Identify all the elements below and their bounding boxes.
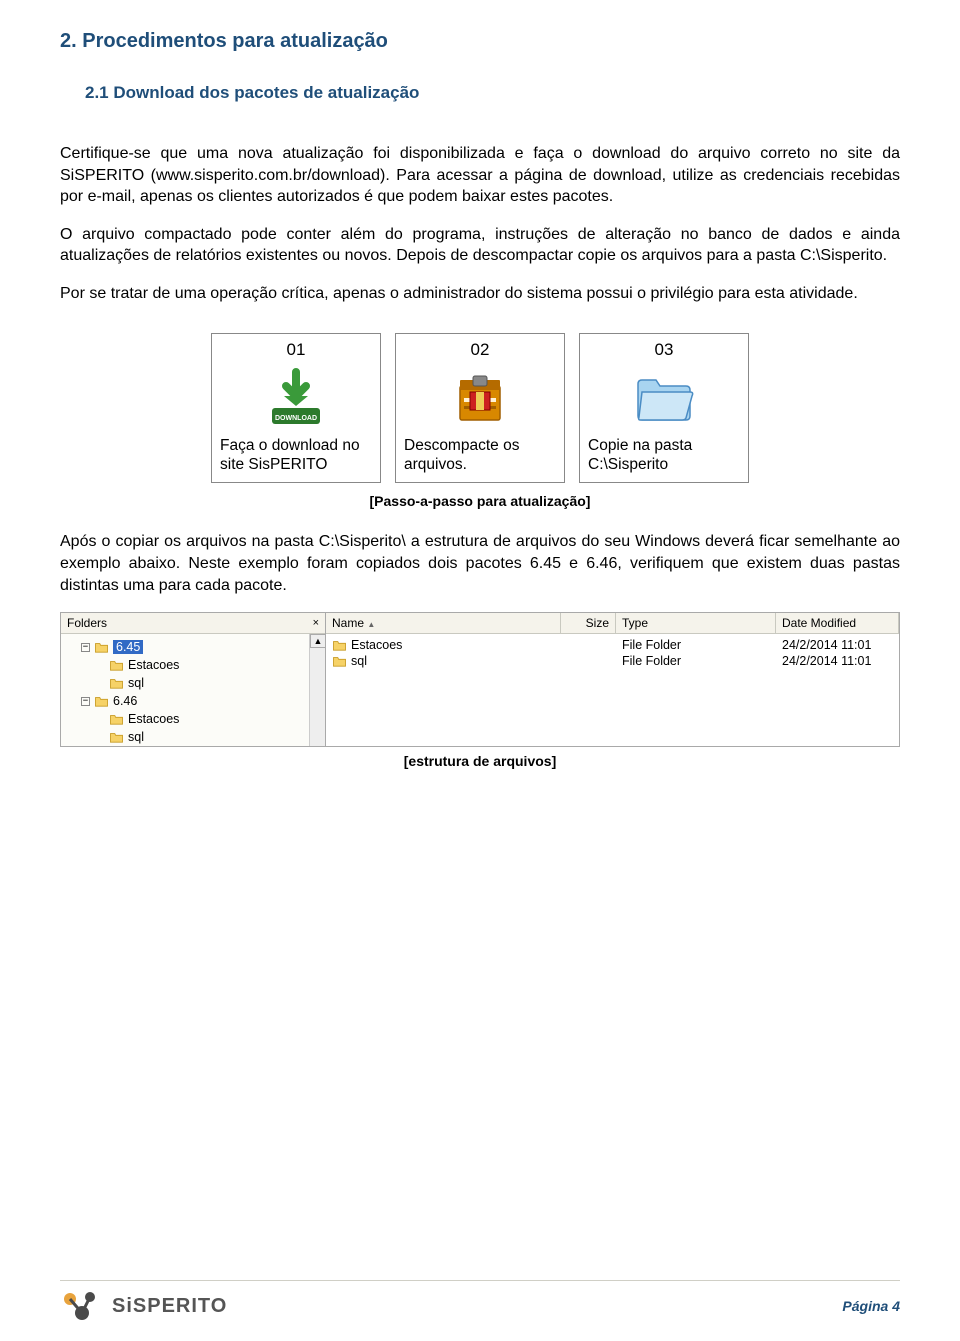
sort-asc-icon: ▲ (367, 620, 375, 629)
file-date: 24/2/2014 11:01 (776, 638, 899, 652)
column-type[interactable]: Type (616, 613, 776, 633)
step-label: Copie na pasta C:\Sisperito (588, 436, 740, 475)
folder-open-icon (94, 641, 109, 653)
file-date: 24/2/2014 11:01 (776, 654, 899, 668)
step-number: 02 (404, 340, 556, 360)
explorer-window: Folders × − 6.45 Estacoes sql − (60, 612, 900, 747)
step-label: Faça o download no site SisPERITO (220, 436, 372, 475)
caption-explorer: [estrutura de arquivos] (60, 753, 900, 769)
step-label: Descompacte os arquivos. (404, 436, 556, 475)
folders-label: Folders (67, 616, 107, 630)
page-number: Página 4 (842, 1298, 900, 1314)
tree-node[interactable]: 6.46 (113, 694, 137, 708)
file-name: Estacoes (351, 638, 402, 652)
logo-icon (60, 1289, 104, 1323)
tree-node-selected[interactable]: 6.45 (113, 640, 143, 654)
explorer-folders-pane: Folders × − 6.45 Estacoes sql − (61, 613, 326, 746)
folder-icon (332, 655, 347, 667)
folder-icon (109, 731, 124, 743)
folder-open-icon (94, 695, 109, 707)
step-number: 03 (588, 340, 740, 360)
collapse-icon[interactable]: − (81, 697, 90, 706)
page-footer: SiSPERITO Página 4 (60, 1280, 900, 1323)
step-card-03: 03 Copie na pasta C:\Sisperito (579, 333, 749, 484)
column-size[interactable]: Size (561, 613, 616, 633)
step-card-01: 01 DOWNLOAD Faça o download no site SisP… (211, 333, 381, 484)
collapse-icon[interactable]: − (81, 643, 90, 652)
tree-node[interactable]: sql (128, 730, 144, 744)
column-date[interactable]: Date Modified (776, 613, 899, 633)
paragraph-1: Certifique-se que uma nova atualização f… (60, 143, 900, 208)
folder-tree[interactable]: − 6.45 Estacoes sql − 6.46 (61, 634, 309, 747)
caption-steps: [Passo-a-passo para atualização] (60, 493, 900, 509)
paragraph-2: O arquivo compactado pode conter além do… (60, 224, 900, 267)
list-columns-header: Name ▲ Size Type Date Modified (326, 613, 899, 634)
scroll-up-icon[interactable]: ▲ (310, 634, 326, 648)
folder-icon (109, 713, 124, 725)
folder-icon (109, 659, 124, 671)
heading-procedures: 2. Procedimentos para atualização (60, 30, 900, 53)
tree-node[interactable]: sql (128, 676, 144, 690)
folder-icon (332, 639, 347, 651)
brand-logo: SiSPERITO (60, 1289, 227, 1323)
paragraph-4: Após o copiar os arquivos na pasta C:\Si… (60, 531, 900, 596)
file-size (561, 654, 616, 668)
file-size (561, 638, 616, 652)
step-card-02: 02 Descompacte os arquivos. (395, 333, 565, 484)
file-type: File Folder (616, 638, 776, 652)
file-name: sql (351, 654, 367, 668)
column-name[interactable]: Name ▲ (326, 613, 561, 633)
brand-name: SiSPERITO (112, 1295, 227, 1318)
zip-icon (448, 366, 512, 430)
heading-download: 2.1 Download dos pacotes de atualização (85, 83, 900, 103)
steps-infographic: 01 DOWNLOAD Faça o download no site SisP… (60, 333, 900, 484)
step-number: 01 (220, 340, 372, 360)
list-item[interactable]: sql File Folder 24/2/2014 11:01 (326, 653, 899, 669)
folder-icon (632, 366, 696, 430)
file-list: Estacoes File Folder 24/2/2014 11:01 sql… (326, 634, 899, 672)
paragraph-3: Por se tratar de uma operação crítica, a… (60, 283, 900, 305)
list-item[interactable]: Estacoes File Folder 24/2/2014 11:01 (326, 637, 899, 653)
tree-node[interactable]: Estacoes (128, 658, 179, 672)
file-type: File Folder (616, 654, 776, 668)
explorer-list-pane: Name ▲ Size Type Date Modified Estacoes … (326, 613, 899, 746)
tree-node[interactable]: Estacoes (128, 712, 179, 726)
folders-pane-header: Folders × (61, 613, 325, 634)
close-icon[interactable]: × (313, 617, 319, 629)
folder-icon (109, 677, 124, 689)
svg-text:DOWNLOAD: DOWNLOAD (275, 415, 317, 422)
download-icon: DOWNLOAD (264, 366, 328, 430)
